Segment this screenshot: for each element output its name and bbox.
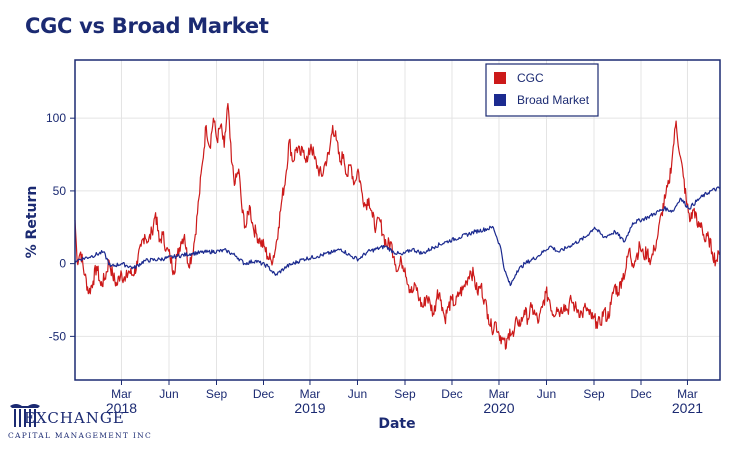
y-axis-title: % Return [24,186,40,259]
exchange-logo-icon [10,404,40,427]
legend-swatch [494,94,506,106]
y-tick-label: 0 [59,257,66,271]
y-tick-label: -50 [49,329,67,343]
plot-frame [74,59,721,381]
series-lines [74,102,721,350]
x-year-label: 2021 [672,400,703,416]
legend-label: Broad Market [517,93,590,107]
legend-label: CGC [517,71,544,85]
logo-subtitle: CAPITAL MANAGEMENT INC [8,431,153,440]
legend: CGC Broad Market [485,63,599,117]
logo-name: EXCHANGE [24,409,125,427]
x-tick-label: Mar [677,387,698,401]
x-year-label: 2018 [106,400,137,416]
x-year-label: 2020 [483,400,514,416]
x-tick-label: Mar [300,387,321,401]
x-tick-label: Dec [253,387,274,401]
x-axis-title: Date [378,416,415,432]
x-year-label: 2019 [294,400,325,416]
x-tick-label: Jun [537,387,556,401]
legend-swatch [494,72,506,84]
y-tick-label: 50 [53,184,67,198]
x-tick-label: Mar [489,387,510,401]
x-tick-label: Sep [583,387,605,401]
x-tick-label: Jun [348,387,367,401]
x-tick-label: Sep [206,387,228,401]
x-tick-label: Dec [630,387,651,401]
grid [75,60,720,380]
x-tick-label: Dec [441,387,462,401]
y-tick-label: 100 [46,111,66,125]
series-line-broad-market [74,186,721,287]
x-tick-label: Sep [394,387,416,401]
x-tick-label: Jun [159,387,178,401]
axis-ticks: Mar Jun Sep Dec Mar Jun Sep Dec Mar Jun Sep Dec Mar2… [46,111,703,416]
series-line-cgc [74,102,721,350]
chart-title: CGC vs Broad Market [25,14,269,38]
x-tick-label: Mar [111,387,132,401]
